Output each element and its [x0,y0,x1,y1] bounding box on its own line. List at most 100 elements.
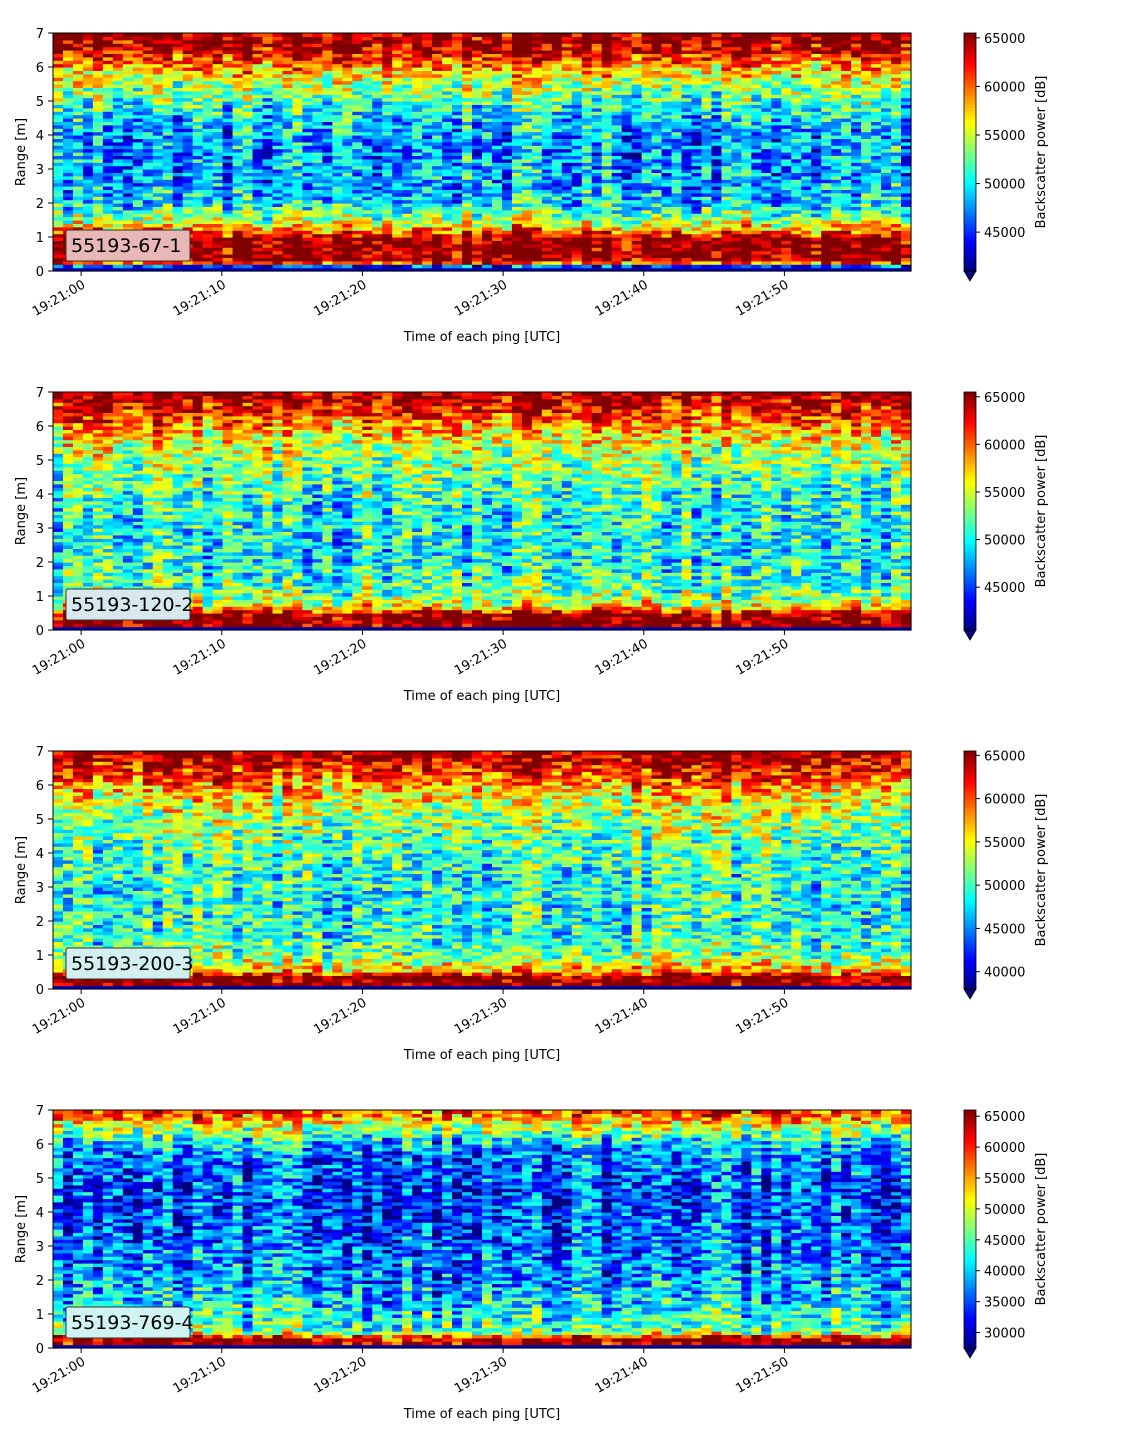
heatmap-cell [162,216,174,221]
heatmap-cell [92,226,104,231]
heatmap-cell [162,46,174,51]
heatmap-cell [182,84,194,88]
heatmap-cell [332,243,343,248]
heatmap-cell [432,141,443,146]
heatmap-cell [611,216,623,221]
heatmap-cell [182,135,194,139]
heatmap-cell [132,186,144,190]
heatmap-cell [262,189,274,194]
heatmap-cell [72,152,84,156]
heatmap-cell [252,46,264,51]
heatmap-cell [112,63,124,68]
heatmap-cell [731,216,742,221]
heatmap-cell [122,165,134,170]
heatmap-cell [282,213,294,218]
heatmap-cell [252,152,264,156]
heatmap-cell [322,182,333,187]
heatmap-cell [611,264,623,269]
heatmap-cell [102,77,114,82]
heatmap-cell [332,135,343,139]
heatmap-cell [292,247,304,252]
heatmap-cell [272,220,284,224]
heatmap-cell [82,50,94,54]
heatmap-cell [172,63,184,68]
heatmap-cell [222,267,234,272]
heatmap-cell [651,131,663,136]
heatmap-cell [62,189,74,194]
heatmap-cell [571,131,583,136]
heatmap-cell [521,233,533,238]
heatmap-cell [192,257,204,262]
heatmap-cell [102,165,114,170]
heatmap-cell [472,250,483,255]
heatmap-cell [272,260,284,265]
heatmap-cell [202,94,214,99]
heatmap-cell [152,128,164,133]
heatmap-cell [691,148,703,153]
heatmap-cell [242,53,254,58]
heatmap-cell [192,63,204,68]
heatmap-cell [352,209,363,214]
heatmap-cell [162,128,174,133]
heatmap-cell [751,175,762,180]
heatmap-cell [402,141,413,146]
heatmap-cell [442,175,453,180]
heatmap-cell [302,63,313,68]
heatmap-cell [591,250,603,255]
heatmap-cell [322,131,333,136]
heatmap-cell [641,243,653,248]
heatmap-cell [312,155,323,160]
heatmap-cell [132,148,144,153]
heatmap-cell [571,192,583,197]
heatmap-cell [122,124,134,129]
heatmap-cell [332,70,343,75]
heatmap-cell [332,114,343,119]
heatmap-cell [112,169,124,173]
heatmap-cell [192,250,204,255]
heatmap-cell [202,33,214,37]
heatmap-cell [302,43,313,48]
heatmap-cell [472,199,483,204]
heatmap-cell [312,206,323,211]
heatmap-cell [53,114,64,119]
heatmap-cell [62,213,74,218]
heatmap-cell [72,118,84,122]
heatmap-cell [721,243,733,248]
heatmap-cell [212,67,224,71]
heatmap-cell [282,114,294,119]
heatmap-cell [511,165,523,170]
heatmap-cell [691,209,703,214]
heatmap-cell [262,165,274,170]
heatmap-cell [731,226,742,231]
heatmap-cell [342,43,353,48]
heatmap-cell [232,53,244,58]
heatmap-cell [182,223,194,228]
heatmap-cell [192,128,204,133]
heatmap-cell [701,192,713,197]
heatmap-cell [302,213,313,218]
heatmap-cell [511,175,523,180]
heatmap-cell [462,250,473,255]
heatmap-cell [242,162,254,167]
heatmap-cell [302,230,313,235]
heatmap-cell [432,33,443,37]
heatmap-cell [322,267,333,272]
heatmap-cell [202,165,214,170]
heatmap-cell [681,226,693,231]
heatmap-cell [611,131,623,136]
heatmap-cell [162,186,174,190]
heatmap-cell [53,230,64,235]
heatmap-cell [761,192,772,197]
heatmap-cell [112,94,124,99]
heatmap-cell [262,84,274,88]
heatmap-cell [691,175,703,180]
heatmap-cell [92,186,104,190]
heatmap-cell [132,84,144,88]
heatmap-cell [262,203,274,207]
heatmap-cell [462,199,473,204]
heatmap-cell [711,175,723,180]
heatmap-cell [292,46,304,51]
heatmap-cell [342,84,353,88]
heatmap-cell [192,162,204,167]
heatmap-cell [302,36,313,41]
